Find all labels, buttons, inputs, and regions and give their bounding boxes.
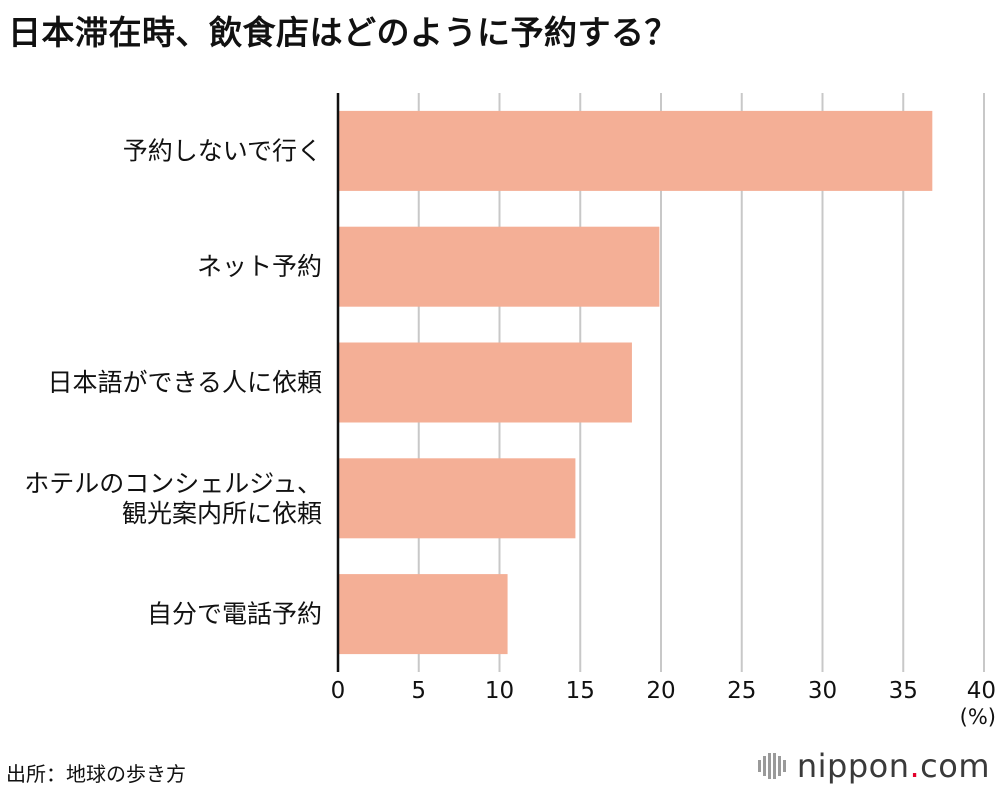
source-note: 出所：地球の歩き方	[6, 762, 186, 786]
category-label: ホテルのコンシェルジュ、観光案内所に依頼	[24, 469, 322, 528]
category-label-line: 予約しないで行く	[123, 136, 322, 165]
tick-label: 0	[331, 678, 346, 704]
logo-text: nippon.com	[796, 747, 990, 785]
tick-label: 40	[967, 678, 996, 704]
tick-label: 30	[808, 678, 837, 704]
tick-label: 35	[889, 678, 918, 704]
bar	[338, 342, 632, 423]
tick-label: 20	[646, 678, 675, 704]
bars	[338, 110, 933, 655]
chart-title: 日本滞在時、飲食店はどのように予約する？	[8, 13, 678, 52]
bar	[338, 458, 576, 539]
tick-labels: 0 5 10 15 20 25 30 35 40(%)	[331, 678, 996, 729]
category-labels: 予約しないで行くネット予約日本語ができる人に依頼ホテルのコンシェルジュ、観光案内…	[24, 136, 322, 628]
category-label-line: 観光案内所に依頼	[122, 499, 322, 528]
x-unit-label: (%)	[960, 705, 996, 729]
tick-label: 25	[727, 678, 756, 704]
logo-mark-icon	[757, 753, 786, 779]
category-label: 日本語ができる人に依頼	[47, 368, 322, 397]
category-label-line: ホテルのコンシェルジュ、	[24, 469, 322, 498]
bar	[338, 110, 933, 191]
nippon-logo[interactable]: nippon.com	[757, 746, 990, 786]
bar	[338, 226, 660, 307]
tick-label: 15	[566, 678, 595, 704]
category-label: 自分で電話予約	[147, 600, 322, 629]
bar	[338, 574, 508, 655]
tick-label: 5	[411, 678, 426, 704]
tick-label: 10	[485, 678, 514, 704]
category-label-line: 日本語ができる人に依頼	[47, 368, 322, 397]
category-label: ネット予約	[197, 252, 322, 281]
category-label: 予約しないで行く	[123, 136, 322, 165]
category-label-line: ネット予約	[197, 252, 322, 281]
category-label-line: 自分で電話予約	[147, 600, 322, 629]
